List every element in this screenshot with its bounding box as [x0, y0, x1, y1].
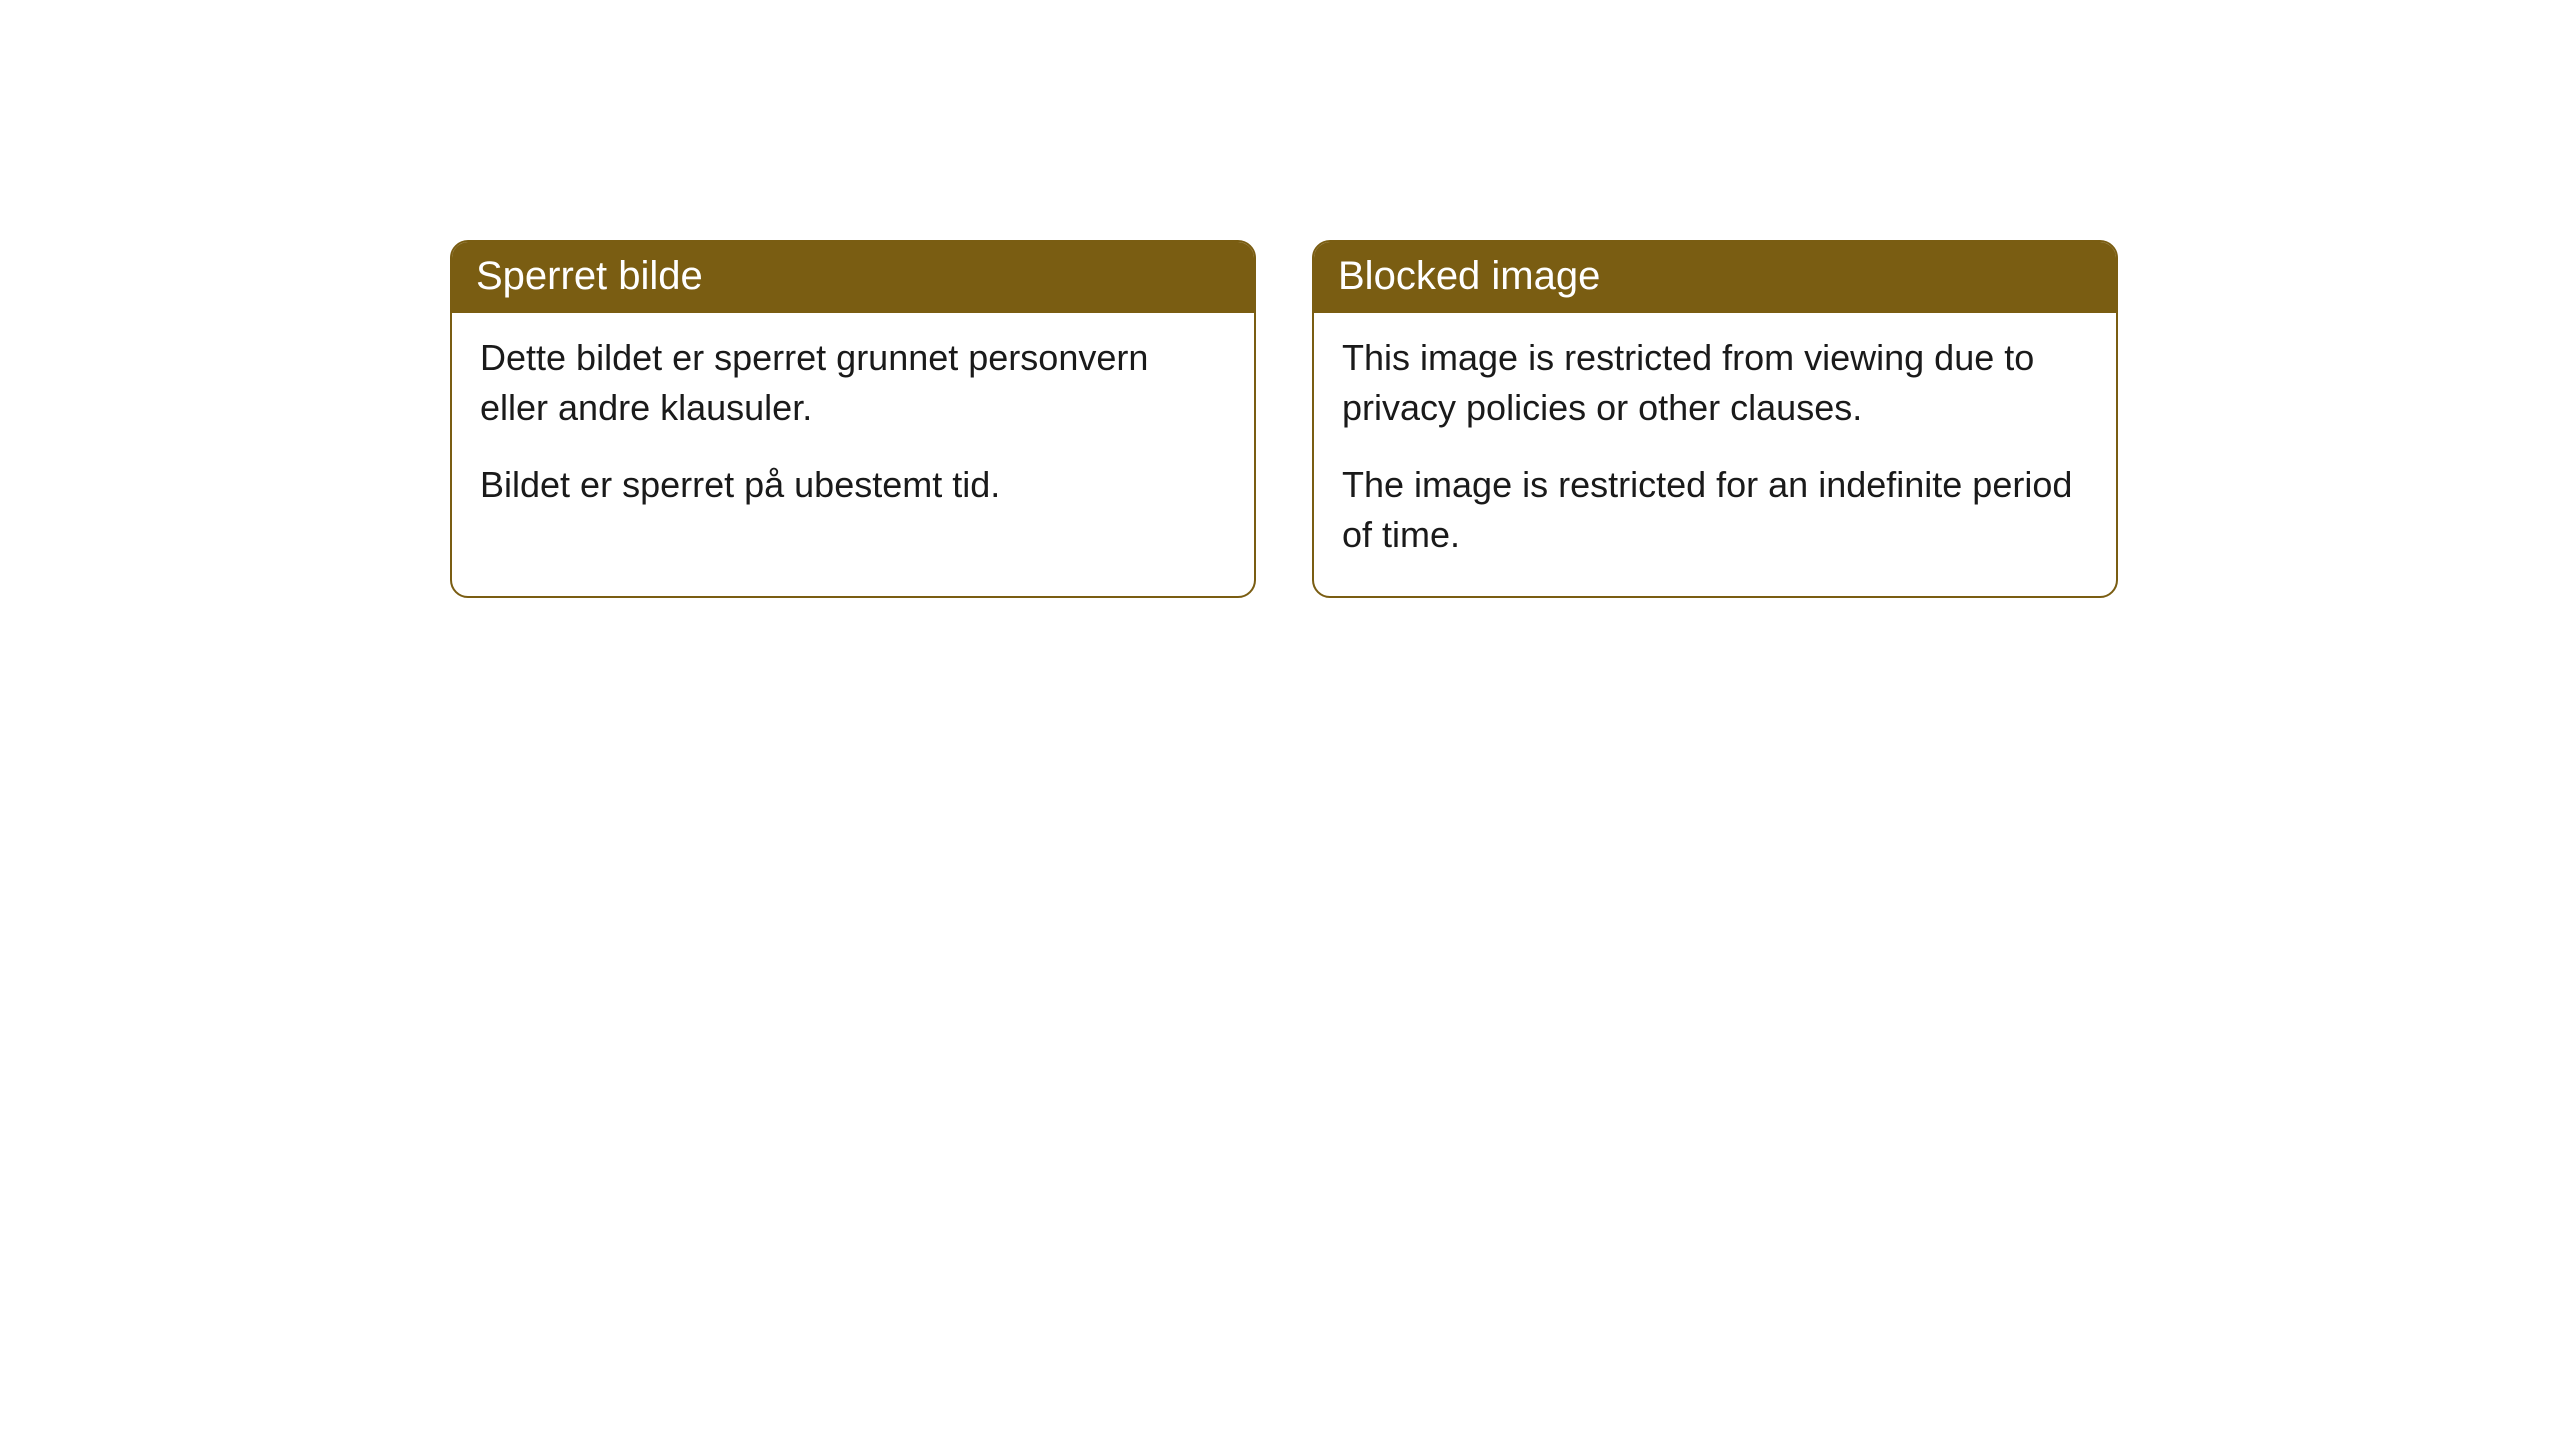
- card-no-text-1: Dette bildet er sperret grunnet personve…: [480, 333, 1226, 432]
- blocked-image-card-en: Blocked image This image is restricted f…: [1312, 240, 2118, 598]
- card-en-text-2: The image is restricted for an indefinit…: [1342, 460, 2088, 559]
- card-no-text-2: Bildet er sperret på ubestemt tid.: [480, 460, 1226, 510]
- card-en-text-1: This image is restricted from viewing du…: [1342, 333, 2088, 432]
- card-header-en: Blocked image: [1314, 242, 2116, 313]
- card-body-en: This image is restricted from viewing du…: [1314, 313, 2116, 596]
- cards-container: Sperret bilde Dette bildet er sperret gr…: [0, 0, 2560, 598]
- card-header-no: Sperret bilde: [452, 242, 1254, 313]
- blocked-image-card-no: Sperret bilde Dette bildet er sperret gr…: [450, 240, 1256, 598]
- card-body-no: Dette bildet er sperret grunnet personve…: [452, 313, 1254, 546]
